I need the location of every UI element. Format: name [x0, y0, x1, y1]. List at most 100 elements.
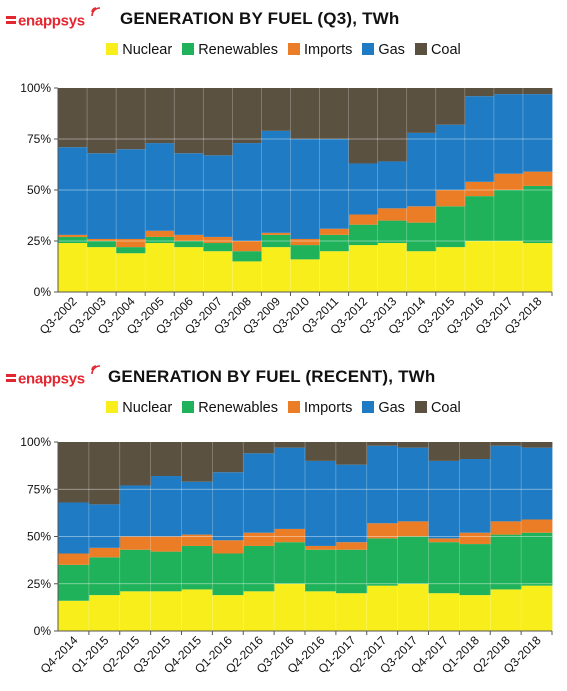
- chart-legend: Nuclear Renewables Imports Gas Coal: [0, 42, 567, 58]
- area-segment-coal: [181, 442, 213, 482]
- area-segment-nuclear: [348, 245, 379, 292]
- area-segment-nuclear: [435, 247, 466, 292]
- legend-item-gas: Gas: [362, 400, 405, 416]
- area-segment-nuclear: [464, 241, 495, 292]
- area-segment-imports: [493, 173, 524, 190]
- area-segment-gas: [397, 447, 429, 522]
- area-segment-gas: [522, 94, 553, 172]
- stacked-area-chart: 0%25%50%75%100%Q4-2014Q1-2015Q2-2015Q3-2…: [20, 435, 553, 676]
- area-segment-gas: [305, 460, 337, 546]
- area-segment-imports: [459, 532, 491, 545]
- area-segment-imports: [435, 190, 466, 207]
- area-segment-imports: [348, 214, 379, 225]
- area-segment-nuclear: [290, 259, 320, 292]
- logo-mark-icon: [6, 379, 16, 383]
- area-segment-imports: [406, 206, 437, 223]
- legend-item-imports: Imports: [288, 400, 352, 416]
- area-segment-imports: [88, 547, 121, 558]
- area-segment-coal: [305, 442, 337, 461]
- legend-item-coal: Coal: [414, 400, 461, 416]
- legend-label: Nuclear: [122, 42, 173, 58]
- area-segment-renewables: [243, 545, 275, 592]
- area-segment-renewables: [464, 196, 495, 241]
- legend-swatch: [106, 43, 119, 55]
- area-segment-nuclear: [319, 251, 349, 292]
- area-segment-gas: [377, 161, 408, 209]
- area-segment-gas: [366, 445, 399, 524]
- area-segment-coal: [290, 88, 320, 139]
- area-segment-gas: [87, 153, 117, 239]
- area-segment-coal: [428, 442, 460, 461]
- chart-legend: Nuclear Renewables Imports Gas Coal: [0, 400, 567, 416]
- legend-item-renewables: Renewables: [182, 400, 278, 416]
- area-segment-imports: [290, 238, 320, 246]
- legend-item-coal: Coal: [414, 42, 461, 58]
- area-segment-nuclear: [58, 243, 88, 292]
- area-segment-imports: [212, 540, 244, 554]
- area-segment-gas: [243, 453, 275, 533]
- area-segment-gas: [203, 155, 233, 237]
- area-segment-renewables: [116, 247, 146, 254]
- area-segment-imports: [261, 232, 291, 235]
- legend-swatch: [288, 401, 300, 413]
- area-segment-coal: [145, 88, 175, 144]
- area-segment-renewables: [181, 545, 213, 590]
- area-segment-nuclear: [150, 591, 182, 631]
- y-tick-label: 100%: [20, 81, 51, 95]
- area-segment-nuclear: [58, 600, 90, 631]
- area-segment-coal: [397, 442, 429, 448]
- legend-label: Renewables: [198, 42, 278, 58]
- area-segment-renewables: [212, 553, 244, 596]
- chart-title: GENERATION BY FUEL (RECENT), TWh: [108, 367, 436, 386]
- legend-item-imports: Imports: [288, 42, 352, 58]
- legend-label: Coal: [430, 42, 461, 58]
- legend-item-nuclear: Nuclear: [106, 42, 172, 58]
- area-segment-imports: [174, 234, 204, 241]
- area-segment-renewables: [428, 542, 460, 594]
- area-segment-imports: [58, 553, 90, 565]
- area-segment-coal: [521, 442, 553, 448]
- area-segment-nuclear: [116, 253, 146, 292]
- area-segment-imports: [490, 521, 522, 535]
- area-segment-gas: [274, 447, 306, 529]
- area-segment-gas: [319, 139, 349, 229]
- area-segment-imports: [274, 528, 306, 543]
- area-segment-imports: [428, 538, 460, 543]
- series-renewables: [58, 532, 553, 601]
- chart-title: GENERATION BY FUEL (Q3), TWh: [120, 9, 400, 28]
- y-tick-label: 25%: [27, 577, 51, 591]
- area-segment-coal: [274, 442, 306, 448]
- area-segment-imports: [521, 519, 553, 533]
- area-segment-imports: [145, 230, 175, 237]
- area-segment-nuclear: [335, 593, 368, 631]
- series-gas: [58, 445, 553, 554]
- y-tick-label: 50%: [27, 530, 51, 544]
- area-segment-imports: [305, 545, 337, 550]
- area-segment-renewables: [366, 538, 399, 586]
- area-segment-imports: [203, 236, 233, 244]
- area-segment-nuclear: [493, 241, 524, 292]
- area-segment-coal: [464, 88, 495, 97]
- area-segment-nuclear: [397, 583, 429, 631]
- area-segment-renewables: [335, 549, 368, 594]
- legend-swatch: [182, 43, 195, 55]
- area-segment-nuclear: [428, 593, 460, 631]
- logo-text: enappsys: [18, 12, 85, 30]
- area-segment-nuclear: [232, 261, 262, 292]
- legend-swatch: [414, 401, 427, 413]
- area-segment-nuclear: [203, 251, 233, 292]
- series-nuclear: [58, 583, 553, 631]
- area-segment-nuclear: [305, 591, 337, 631]
- area-segment-coal: [88, 442, 121, 505]
- area-segment-renewables: [232, 251, 262, 262]
- area-segment-nuclear: [522, 243, 553, 292]
- legend-item-renewables: Renewables: [182, 42, 278, 58]
- area-segment-renewables: [490, 534, 522, 590]
- area-segment-coal: [335, 442, 368, 465]
- area-segment-renewables: [290, 245, 320, 260]
- legend-label: Nuclear: [122, 400, 173, 416]
- area-segment-renewables: [406, 222, 437, 252]
- legend-label: Coal: [430, 400, 461, 416]
- area-segment-renewables: [522, 185, 553, 244]
- area-segment-renewables: [58, 236, 88, 244]
